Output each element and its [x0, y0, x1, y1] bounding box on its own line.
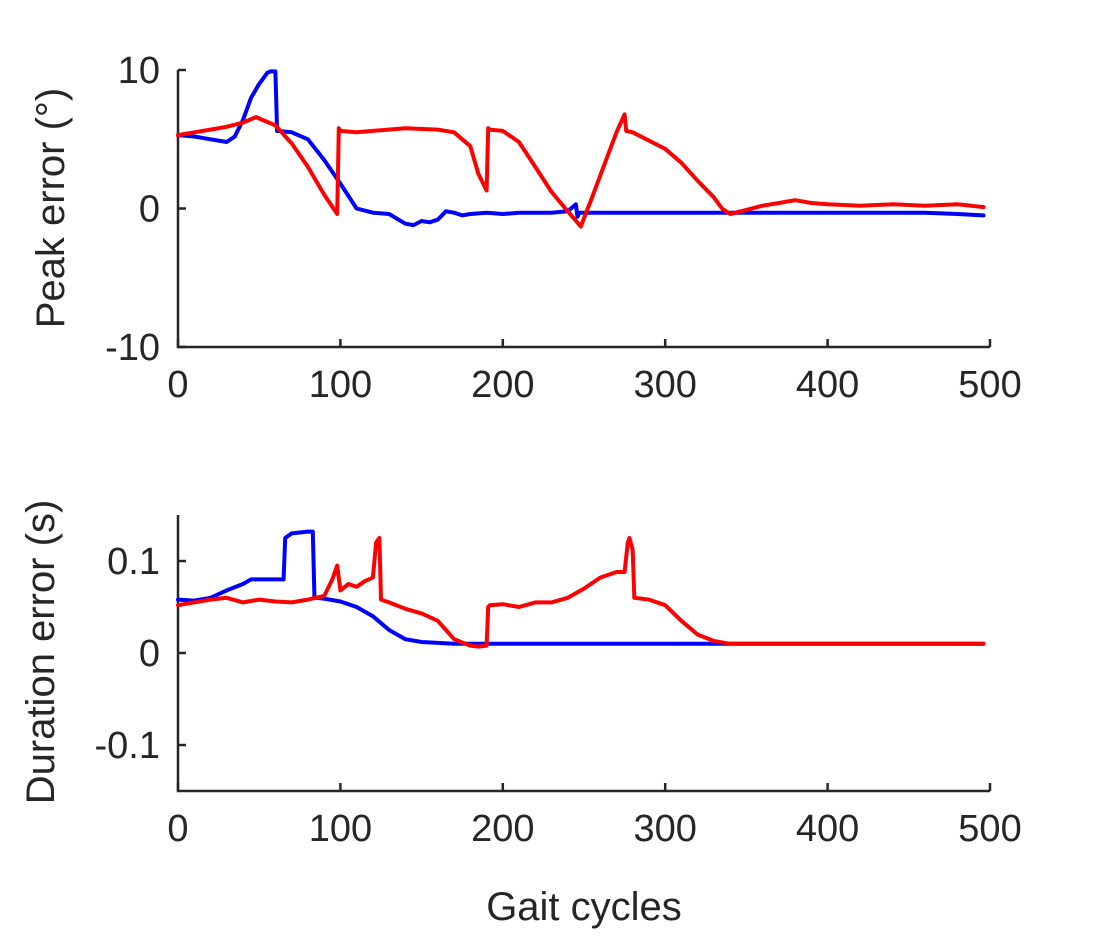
peak-error-series-layer	[176, 69, 986, 229]
duration-error-subplot: 0 100 200 300 400 500-0.100.1 Duration error …	[19, 500, 1022, 929]
peak-error-x-tick-label: 300	[633, 364, 696, 406]
peak-error-red-series-line	[176, 112, 986, 229]
duration-error-y-axis-label: Duration error (s)	[19, 500, 63, 805]
duration-error-ticks: 0 100 200 300 400 500-0.100.1	[95, 541, 1022, 850]
duration-error-y-tick-label: -0.1	[95, 725, 160, 767]
duration-error-axes	[176, 515, 990, 793]
duration-error-y-tick-label: 0	[139, 633, 160, 675]
peak-error-y-tick-label: -10	[105, 327, 160, 369]
peak-error-y-tick-label: 0	[139, 189, 160, 231]
peak-error-x-tick-label: 400	[796, 364, 859, 406]
peak-error-x-tick-label: 200	[471, 364, 534, 406]
duration-error-y-tick-label: 0.1	[107, 541, 160, 583]
duration-error-red-series-line	[176, 536, 986, 649]
peak-error-x-tick-label: 500	[958, 364, 1021, 406]
duration-error-x-tick-label: 400	[796, 808, 859, 850]
duration-error-x-tick-label: 200	[471, 808, 534, 850]
duration-error-series-layer	[176, 529, 986, 649]
peak-error-x-tick-label: 100	[309, 364, 372, 406]
peak-error-y-tick-label: 10	[118, 50, 160, 92]
peak-error-axes	[176, 70, 990, 349]
duration-error-x-tick-label: 300	[633, 808, 696, 850]
peak-error-x-tick-label: 0	[167, 364, 188, 406]
peak-error-y-axis-label: Peak error (°)	[29, 88, 73, 329]
gait-cycles-x-axis-label: Gait cycles	[486, 885, 682, 929]
duration-error-x-tick-label: 100	[309, 808, 372, 850]
duration-error-x-tick-label: 0	[167, 808, 188, 850]
duration-error-blue-series-line	[176, 529, 986, 646]
duration-error-x-tick-label: 500	[958, 808, 1021, 850]
peak-error-blue-series-line	[176, 69, 986, 228]
